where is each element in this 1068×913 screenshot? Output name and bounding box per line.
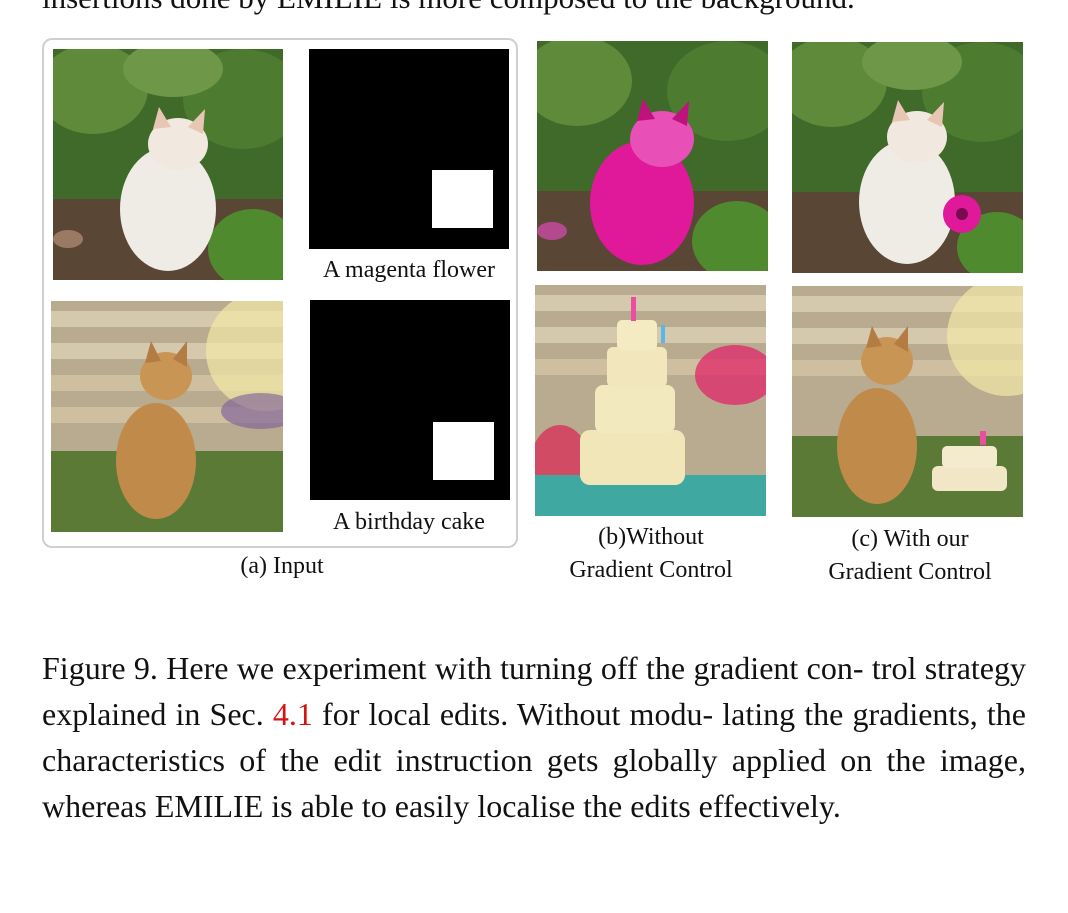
input-group-frame bbox=[42, 38, 518, 548]
preceding-text-line: insertions done by EMILIE is more compos… bbox=[42, 0, 1032, 16]
output-with-control-cake bbox=[792, 286, 1023, 517]
input-cat-fence-image bbox=[51, 301, 283, 532]
panel-a-label: (a) Input bbox=[240, 553, 324, 579]
panel-b-label-line2: Gradient Control bbox=[569, 557, 733, 583]
section-reference-link[interactable]: 4.1 bbox=[272, 696, 313, 732]
mask-region bbox=[432, 170, 493, 228]
panel-c-label-line1: (c) With our bbox=[851, 526, 969, 552]
input-mask-cake bbox=[310, 300, 510, 500]
output-with-control-flower bbox=[792, 42, 1023, 273]
caption-text-part2: for local edits. Without modu- lating th… bbox=[42, 696, 1027, 824]
mask-region bbox=[433, 422, 494, 480]
panel-b-label-line1: (b)Without bbox=[598, 524, 704, 550]
figure-caption: Figure 9. Here we experiment with turnin… bbox=[42, 645, 1026, 829]
input-cat-garden-image bbox=[53, 49, 283, 280]
prompt-label-cake: A birthday cake bbox=[333, 509, 485, 535]
prompt-label-flower: A magenta flower bbox=[323, 257, 495, 283]
output-without-control-flower bbox=[537, 41, 768, 271]
output-without-control-cake bbox=[535, 285, 766, 516]
panel-c-label-line2: Gradient Control bbox=[828, 559, 992, 585]
caption-text-part1: Figure 9. Here we experiment with turnin… bbox=[42, 650, 1026, 732]
input-mask-flower bbox=[309, 49, 509, 249]
